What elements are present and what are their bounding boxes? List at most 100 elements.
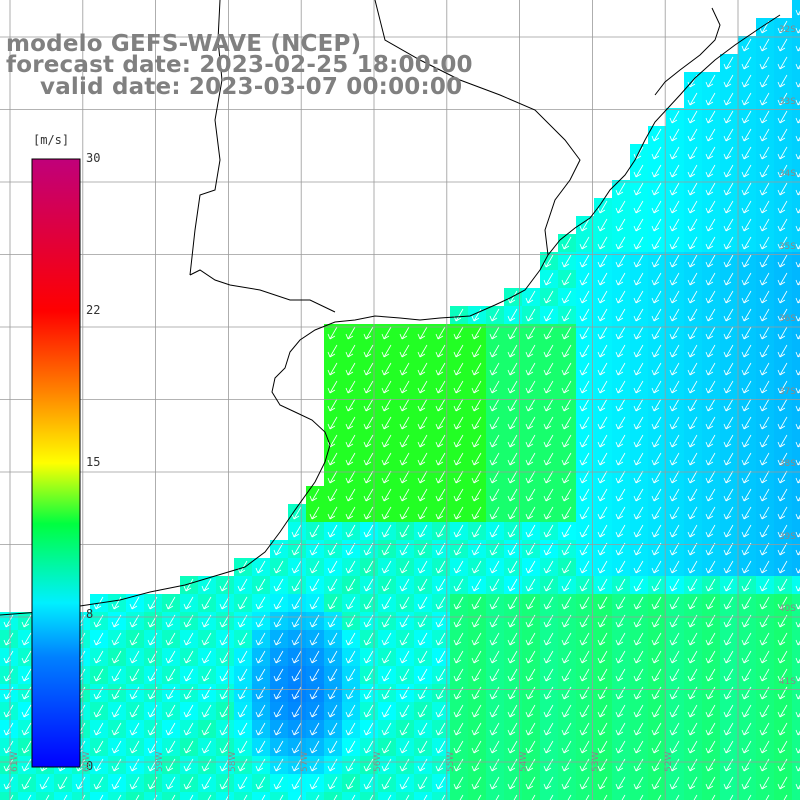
wind-arrow	[651, 452, 662, 466]
wind-arrow	[543, 506, 554, 520]
wind-cell	[360, 504, 378, 522]
wind-arrow	[309, 776, 320, 790]
wind-arrow	[741, 128, 752, 142]
wind-cell	[324, 522, 342, 540]
wind-arrow	[543, 776, 554, 790]
wind-arrow	[345, 380, 356, 394]
wind-arrow	[741, 344, 752, 358]
wind-cell	[558, 792, 576, 800]
wind-cell	[162, 594, 180, 612]
wind-arrow	[435, 632, 446, 646]
wind-cell	[684, 702, 702, 720]
wind-arrow	[759, 524, 770, 538]
wind-cell	[108, 702, 126, 720]
wind-arrow	[723, 164, 734, 178]
wind-cell	[324, 648, 342, 666]
wind-cell	[432, 738, 450, 756]
wind-arrow	[489, 758, 500, 772]
wind-arrow	[759, 146, 770, 160]
wind-arrow	[327, 398, 338, 412]
wind-arrow	[399, 542, 410, 556]
wind-arrow	[795, 351, 800, 358]
wind-cell	[504, 702, 522, 720]
wind-cell	[756, 72, 774, 90]
wind-cell	[792, 576, 800, 594]
wind-cell	[720, 198, 738, 216]
wind-cell	[396, 396, 414, 414]
wind-arrow	[129, 722, 140, 736]
wind-arrow	[759, 164, 770, 178]
wind-arrow	[309, 632, 320, 646]
wind-arrow	[651, 290, 662, 304]
wind-arrow	[669, 758, 680, 772]
wind-cell	[738, 684, 756, 702]
wind-arrow	[777, 632, 788, 646]
wind-cell	[414, 738, 432, 756]
wind-arrow	[489, 740, 500, 754]
wind-arrow	[705, 578, 716, 592]
wind-cell	[648, 144, 666, 162]
wind-cell	[288, 540, 306, 558]
wind-cell	[774, 378, 792, 396]
wind-arrow	[705, 380, 716, 394]
wind-cell	[414, 414, 432, 432]
wind-cell	[396, 558, 414, 576]
wind-arrow	[669, 740, 680, 754]
wind-arrow	[579, 524, 590, 538]
wind-arrow	[273, 668, 284, 682]
wind-arrow	[561, 758, 572, 772]
wind-arrow	[561, 434, 572, 448]
wind-arrow	[495, 794, 500, 800]
wind-arrow	[597, 470, 608, 484]
wind-cell	[486, 450, 504, 468]
wind-arrow	[705, 524, 716, 538]
wind-arrow	[633, 686, 644, 700]
wind-cell	[342, 774, 360, 792]
wind-cell	[630, 306, 648, 324]
wind-arrow	[777, 524, 788, 538]
wind-arrow	[795, 9, 800, 16]
wind-arrow	[543, 308, 554, 322]
wind-cell	[378, 504, 396, 522]
wind-arrow	[255, 686, 266, 700]
wind-cell	[342, 576, 360, 594]
wind-cell	[612, 522, 630, 540]
wind-cell	[108, 666, 126, 684]
wind-arrow	[525, 542, 536, 556]
wind-arrow	[777, 686, 788, 700]
wind-cell	[486, 720, 504, 738]
wind-cell	[270, 594, 288, 612]
wind-arrow	[597, 686, 608, 700]
wind-cell	[594, 252, 612, 270]
wind-arrow	[723, 200, 734, 214]
wind-arrow	[633, 344, 644, 358]
wind-cell	[360, 756, 378, 774]
wind-arrow	[489, 398, 500, 412]
wind-cell	[702, 144, 720, 162]
wind-arrow	[543, 290, 554, 304]
wind-arrow	[525, 560, 536, 574]
wind-arrow	[489, 488, 500, 502]
wind-arrow	[381, 398, 392, 412]
wind-arrow	[471, 776, 482, 790]
wind-arrow	[327, 524, 338, 538]
wind-cell	[414, 468, 432, 486]
wind-cell	[594, 486, 612, 504]
wind-cell	[648, 126, 666, 144]
wind-arrow	[255, 560, 266, 574]
wind-arrow	[693, 794, 698, 800]
wind-arrow	[597, 236, 608, 250]
wind-cell	[432, 594, 450, 612]
wind-arrow	[561, 776, 572, 790]
wind-cell	[540, 792, 558, 800]
wind-arrow	[795, 171, 800, 178]
wind-cell	[738, 486, 756, 504]
wind-cell	[612, 702, 630, 720]
wind-cell	[702, 234, 720, 252]
wind-arrow	[777, 758, 788, 772]
wind-cell	[774, 414, 792, 432]
wind-arrow	[507, 560, 518, 574]
wind-cell	[432, 486, 450, 504]
wind-cell	[576, 432, 594, 450]
wind-arrow	[777, 164, 788, 178]
